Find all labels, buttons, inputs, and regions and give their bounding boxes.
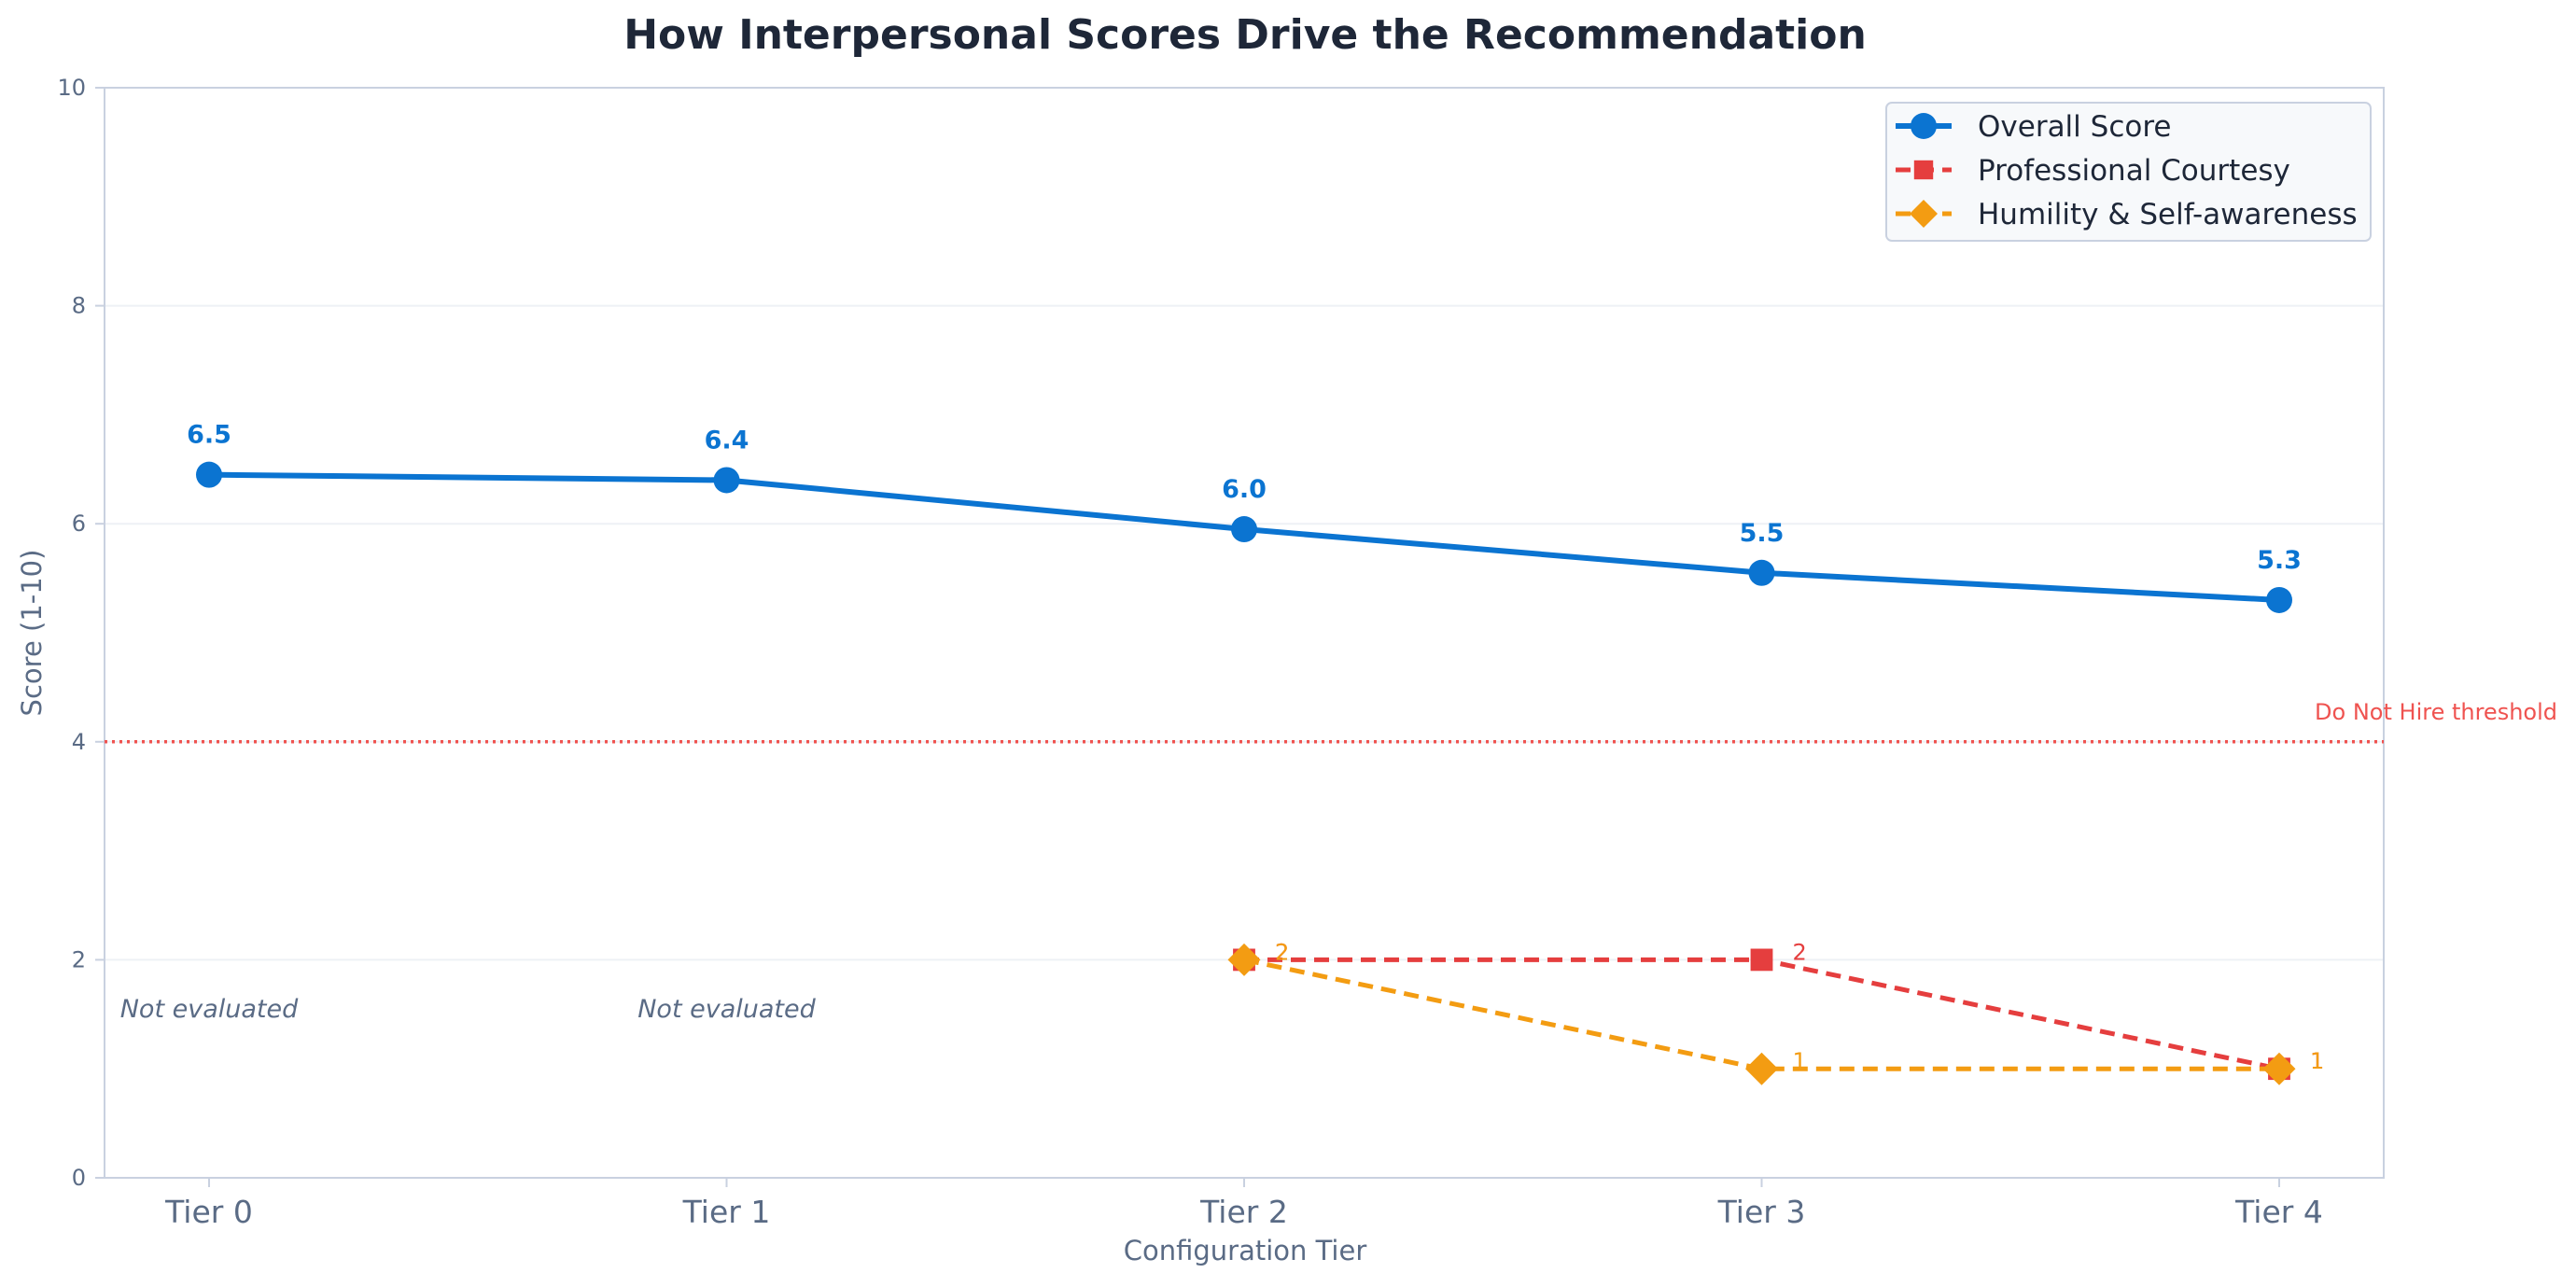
y-tick-label: 0 — [72, 1165, 86, 1191]
annotations-layer: Not evaluated Not evaluated — [120, 995, 817, 1024]
y-tick-label: 6 — [72, 511, 86, 537]
legend-swatch-marker — [1913, 160, 1934, 180]
annotation-label: Not evaluated — [120, 995, 299, 1024]
annotation-label: Not evaluated — [637, 995, 816, 1024]
data-point — [196, 461, 222, 488]
data-label: 1 — [2310, 1048, 2324, 1074]
data-point — [1231, 516, 1257, 543]
chart-title: How Interpersonal Scores Drive the Recom… — [623, 11, 1867, 59]
data-point — [1745, 1052, 1778, 1085]
x-tick-label: Tier 2 — [1199, 1194, 1288, 1230]
y-axis-label: Score (1-10) — [16, 550, 48, 717]
data-label: 2 — [1793, 939, 1807, 965]
y-tick-label: 8 — [72, 293, 86, 319]
x-tick-label: Tier 3 — [1717, 1194, 1806, 1230]
series-3: 2 1 1 — [1227, 939, 2324, 1085]
x-tick-label: Tier 1 — [682, 1194, 771, 1230]
y-axis: 0 2 4 6 8 10 — [57, 75, 105, 1191]
series-line — [1244, 957, 2280, 1071]
x-tick-label: Tier 0 — [164, 1194, 253, 1230]
legend-swatch-marker — [1911, 113, 1937, 139]
y-tick-label: 10 — [57, 75, 86, 101]
legend-label: Humility & Self-awareness — [1978, 198, 2358, 231]
threshold: Do Not Hire threshold — [105, 699, 2557, 744]
data-label: 6.0 — [1222, 475, 1267, 504]
legend-box — [1885, 102, 2372, 242]
plot-area-frame — [104, 87, 2385, 1179]
legend-item: Humility & Self-awareness — [1896, 198, 2358, 231]
threshold-label: Do Not Hire threshold — [2315, 699, 2557, 725]
data-label: 1 — [1793, 1048, 1807, 1074]
x-axis-label: Configuration Tier — [1124, 1235, 1367, 1266]
data-label: 6.4 — [705, 426, 749, 455]
data-point — [1748, 559, 1775, 586]
series-1: 6.5 6.4 6.0 5.5 5.3 — [187, 421, 2302, 613]
series-line — [1243, 957, 2279, 1071]
legend-label: Professional Courtesy — [1978, 154, 2290, 188]
legend-label: Overall Score — [1978, 110, 2171, 144]
x-axis: Tier 0 Tier 1 Tier 2 Tier 3 Tier 4 — [164, 1178, 2323, 1230]
x-tick-label: Tier 4 — [2234, 1194, 2323, 1230]
series-layer: 6.5 6.4 6.0 5.5 5.3 2 2 12 1 1 — [187, 421, 2324, 1085]
data-label: 1 — [2310, 1048, 2324, 1074]
grid-layer — [105, 304, 2384, 961]
legend-item: Professional Courtesy — [1896, 154, 2290, 188]
data-point — [2262, 1052, 2296, 1085]
y-tick-label: 2 — [72, 946, 86, 972]
data-label: 6.5 — [187, 421, 231, 450]
data-label: 2 — [1275, 939, 1289, 965]
data-label: 5.5 — [1740, 519, 1785, 548]
data-point — [1227, 943, 1261, 976]
y-tick-label: 4 — [72, 729, 86, 755]
data-point — [713, 467, 740, 494]
legend: Overall Score Professional Courtesy Humili… — [1885, 102, 2372, 242]
legend-swatch-marker — [1910, 200, 1938, 228]
data-point — [2266, 586, 2292, 613]
data-label: 5.3 — [2257, 546, 2302, 575]
legend-item: Overall Score — [1896, 110, 2171, 144]
data-point — [1750, 948, 1773, 972]
data-label: 2 — [1275, 939, 1289, 965]
